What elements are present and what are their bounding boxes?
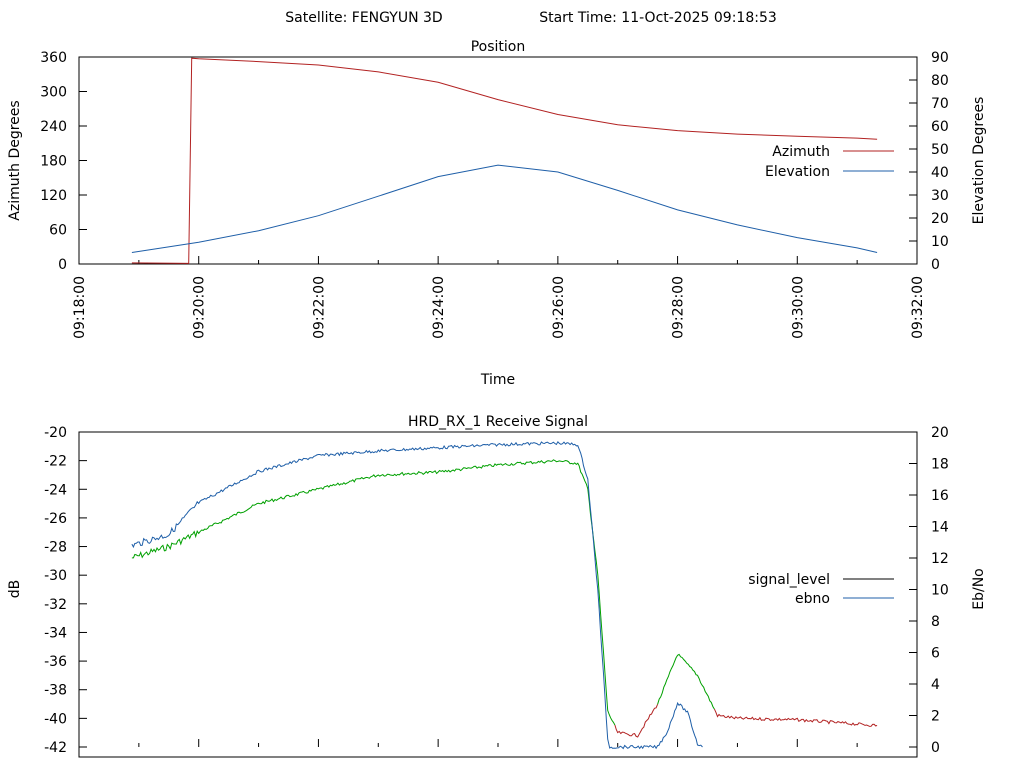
- y2-tick-label: 10: [931, 583, 949, 599]
- chart-title: Position: [471, 39, 526, 55]
- y2-tick-label: 60: [931, 119, 949, 135]
- y2-tick-label: 20: [931, 425, 949, 441]
- y-tick-label: -24: [44, 482, 67, 498]
- series-signal-level-line: [657, 653, 715, 710]
- y2-tick-label: 6: [931, 646, 940, 662]
- y-tick-label: -26: [44, 511, 67, 527]
- y2-tick-label: 0: [931, 740, 940, 756]
- y-tick-label: -38: [44, 683, 67, 699]
- y-tick-label: -32: [44, 597, 67, 613]
- y-tick-label: -22: [44, 454, 67, 470]
- y2-tick-label: 2: [931, 709, 940, 725]
- y2-tick-label: 90: [931, 50, 949, 66]
- y2-axis-label: Eb/No: [971, 568, 987, 610]
- y2-tick-label: 10: [931, 234, 949, 250]
- y-tick-label: -42: [44, 740, 67, 756]
- receive-signal-chart: HRD_RX_1 Receive Signal -20 -22 -24 -26 -28 -3…: [7, 414, 987, 758]
- y2-tick-label: 20: [931, 211, 949, 227]
- y-tick-label: -40: [44, 711, 67, 727]
- y2-tick-label: 12: [931, 551, 949, 567]
- legend-label: ebno: [795, 591, 830, 607]
- x-axis-label: Time: [480, 372, 515, 388]
- series-ebno-line: [131, 440, 703, 750]
- x-tick-label: 09:30:00: [790, 276, 806, 339]
- y-tick-label: 120: [40, 188, 67, 204]
- y2-tick-label: 30: [931, 188, 949, 204]
- y-tick-label: -20: [44, 425, 67, 441]
- y-tick-label: -36: [44, 654, 67, 670]
- x-tick-label: 09:20:00: [192, 276, 208, 339]
- y2-tick-label: 40: [931, 165, 949, 181]
- chart-header-start-time: Start Time: 11-Oct-2025 09:18:53: [539, 10, 777, 26]
- chart-title: HRD_RX_1 Receive Signal: [408, 414, 588, 430]
- y-tick-label: 180: [40, 154, 67, 170]
- series-signal-level-line: [614, 704, 659, 738]
- y-axis-label: dB: [7, 580, 23, 599]
- legend-label: Elevation: [765, 164, 830, 180]
- y2-tick-label: 18: [931, 457, 949, 473]
- y2-axis-label: Elevation Degrees: [971, 97, 987, 225]
- plot-frame: [78, 56, 918, 265]
- y2-tick-label: 8: [931, 614, 940, 630]
- y-tick-label: 0: [58, 257, 67, 273]
- y-tick-label: 360: [40, 50, 67, 66]
- legend-label: signal_level: [748, 572, 830, 588]
- x-tick-label: 09:24:00: [431, 276, 447, 339]
- series-signal-level-line: [131, 459, 616, 726]
- series-signal-level-line: [713, 708, 878, 727]
- y-tick-label: 60: [49, 223, 67, 239]
- x-tick-label: 09:32:00: [910, 276, 926, 339]
- x-tick-label: 09:22:00: [311, 276, 327, 339]
- legend-label: Azimuth: [772, 144, 830, 160]
- x-tick-label: 09:26:00: [551, 276, 567, 339]
- y-tick-label: 240: [40, 119, 67, 135]
- y-tick-label: -34: [44, 625, 67, 641]
- x-tick-label: 09:28:00: [671, 276, 687, 339]
- y2-tick-label: 80: [931, 73, 949, 89]
- position-chart: Position 0 60 120 180 240 300 360 0 10 20 30 40 50 60 7…: [7, 39, 987, 388]
- y-tick-label: -30: [44, 568, 67, 584]
- y2-tick-label: 0: [931, 257, 940, 273]
- x-tick-label: 09:18:00: [72, 276, 88, 339]
- y2-tick-label: 70: [931, 96, 949, 112]
- chart-header-satellite: Satellite: FENGYUN 3D: [285, 10, 442, 26]
- y-tick-label: 300: [40, 85, 67, 101]
- y-axis-label: Azimuth Degrees: [7, 100, 23, 220]
- series-elevation-line: [131, 164, 878, 253]
- y-tick-label: -28: [44, 540, 67, 556]
- series-azimuth-line: [131, 57, 878, 264]
- plot-frame: [78, 431, 918, 758]
- y2-tick-label: 16: [931, 488, 949, 504]
- y2-tick-label: 50: [931, 142, 949, 158]
- y2-tick-label: 4: [931, 677, 940, 693]
- y2-tick-label: 14: [931, 520, 949, 536]
